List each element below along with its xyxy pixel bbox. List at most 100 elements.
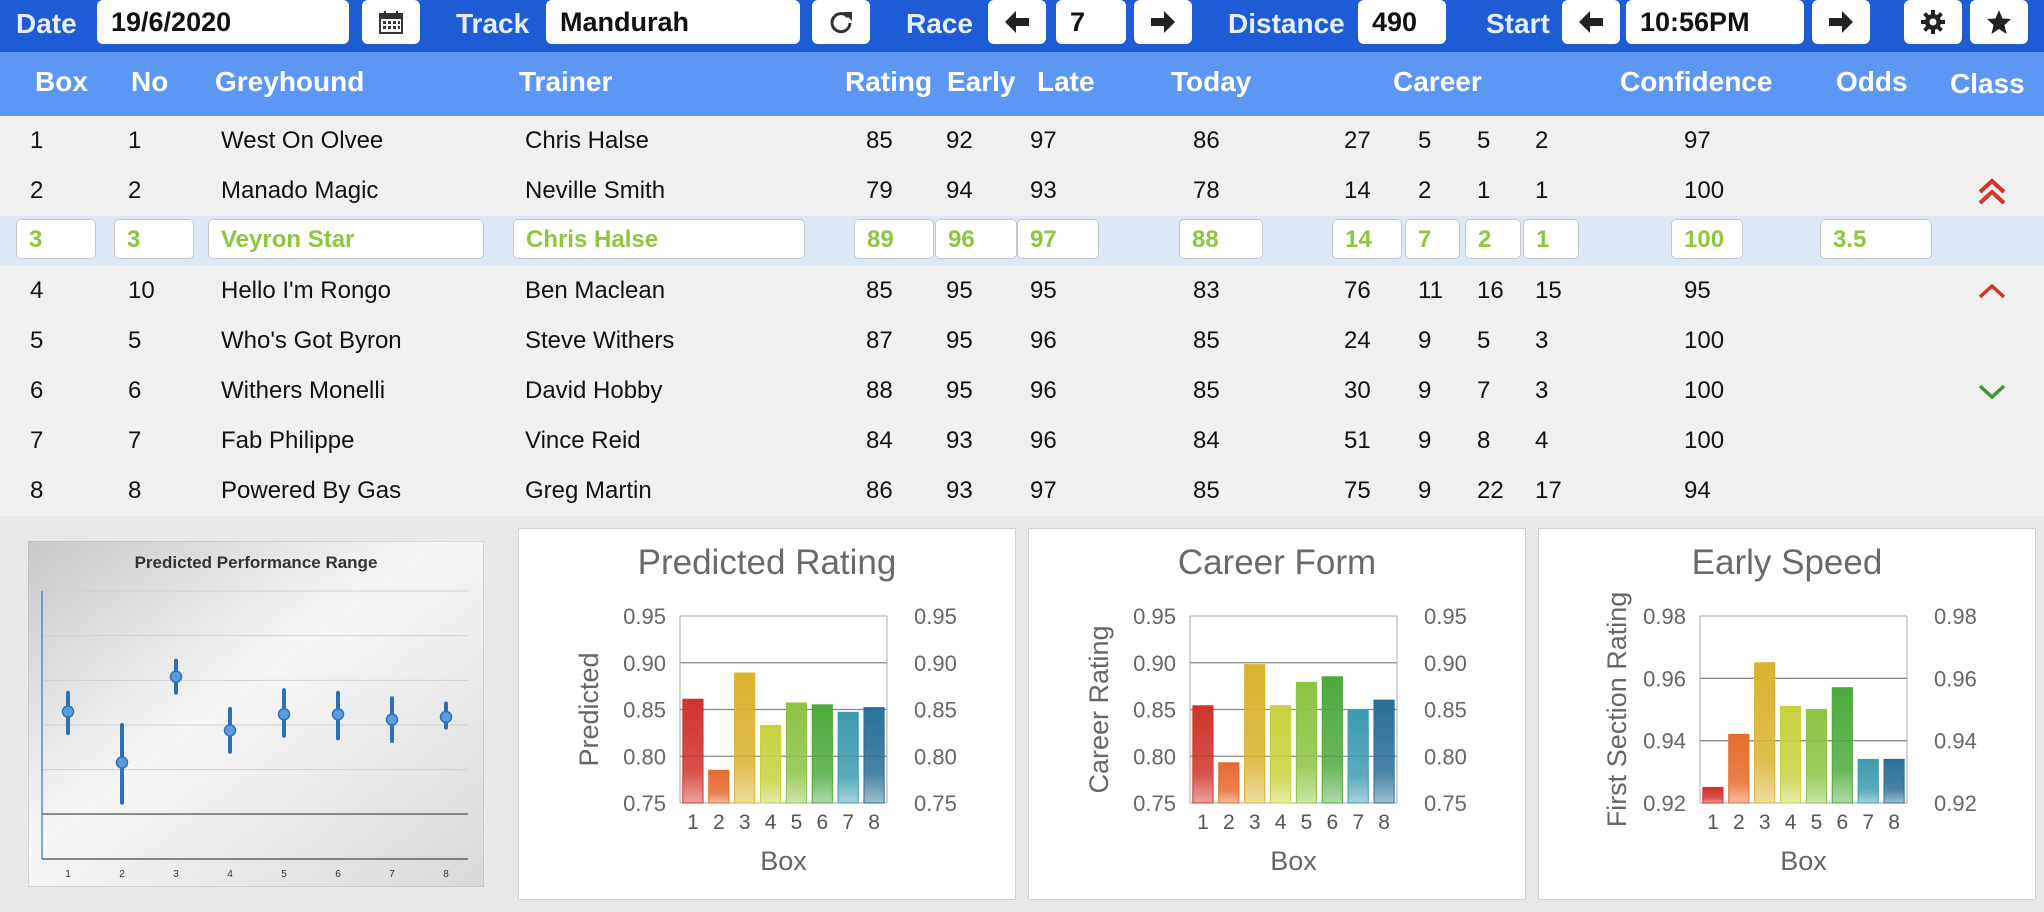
table-row[interactable]: 7 7 Fab Philippe Vince Reid 84 93 96 84 51 9 8 4 100 <box>0 416 2044 466</box>
header-box[interactable]: Box <box>35 66 88 97</box>
bar <box>1321 676 1343 804</box>
cell-greyhound: West On Olvee <box>221 127 384 154</box>
start-next-button[interactable] <box>1812 0 1870 44</box>
cell-rating[interactable]: 89 <box>854 219 934 259</box>
cell-trainer: Steve Withers <box>525 327 675 354</box>
star-icon <box>1987 10 2011 34</box>
calendar-button[interactable] <box>362 0 420 44</box>
header-late[interactable]: Late <box>1037 66 1095 97</box>
x-tick-label: 6 <box>816 811 828 834</box>
header-career[interactable]: Career <box>1393 66 1482 97</box>
cell-late[interactable]: 97 <box>1017 219 1099 259</box>
header-early[interactable]: Early <box>947 66 1016 97</box>
x-tick-label: 4 <box>1785 811 1797 834</box>
table-row[interactable]: 4 10 Hello I'm Rongo Ben Maclean 85 95 95 83 76 1… <box>0 266 2044 316</box>
bar <box>1269 705 1292 804</box>
cell-greyhound: Fab Philippe <box>221 427 355 454</box>
cell-number: 10 <box>128 277 155 304</box>
cell-box: 6 <box>30 377 44 404</box>
cell-career-seconds: 5 <box>1477 327 1491 354</box>
cell-career-seconds[interactable]: 2 <box>1465 219 1521 259</box>
race-next-button[interactable] <box>1134 0 1192 44</box>
header-greyhound[interactable]: Greyhound <box>215 66 365 97</box>
cell-career-starts[interactable]: 14 <box>1332 219 1402 259</box>
x-tick-label: 6 <box>335 869 341 880</box>
table-row[interactable]: 3 3 Veyron Star Chris Halse 89 96 97 88 14 7 2 1 100… <box>0 216 2044 266</box>
table-row[interactable]: 2 2 Manado Magic Neville Smith 79 94 93 78 14 2 1 1… <box>0 166 2044 216</box>
cell-career-thirds[interactable]: 1 <box>1523 219 1579 259</box>
cell-career-thirds: 4 <box>1535 427 1549 454</box>
cell-greyhound: Hello I'm Rongo <box>221 277 391 304</box>
cell-career-starts: 51 <box>1344 427 1371 454</box>
cell-early: 94 <box>946 177 973 204</box>
y-axis-label: Predicted <box>574 652 604 766</box>
early-speed-chart: 0.98 0.98 0.96 0.96 0.94 0.94 0.92 0.92 1 2 3 4 5 6 7 8… <box>1602 592 1977 876</box>
x-tick-label: 7 <box>389 869 395 880</box>
refresh-button[interactable] <box>812 0 870 44</box>
start-prev-button[interactable] <box>1562 0 1620 44</box>
cell-rating: 85 <box>866 277 893 304</box>
race-field[interactable]: 7 <box>1056 0 1126 44</box>
cell-trainer: Neville Smith <box>525 177 666 204</box>
cell-career-starts: 24 <box>1344 327 1371 354</box>
bar <box>1373 699 1395 804</box>
y-tick-label: 0.75 <box>1133 791 1176 816</box>
cell-today[interactable]: 88 <box>1179 219 1263 259</box>
favorite-button[interactable] <box>1970 0 2028 44</box>
header-no[interactable]: No <box>131 66 169 97</box>
header-rating[interactable]: Rating <box>845 66 933 97</box>
cell-number[interactable]: 3 <box>114 219 194 259</box>
header-trainer[interactable]: Trainer <box>519 66 613 97</box>
table-row[interactable]: 8 8 Powered By Gas Greg Martin 86 93 97 85 75 9 22… <box>0 466 2044 516</box>
chart-title: Predicted Performance Range <box>135 553 378 572</box>
cell-greyhound[interactable]: Veyron Star <box>208 219 484 259</box>
cell-early: 95 <box>946 377 973 404</box>
y-tick-label: 0.90 <box>1133 651 1176 676</box>
x-tick-label: 4 <box>227 869 233 880</box>
cell-box[interactable]: 3 <box>16 219 96 259</box>
cell-early[interactable]: 96 <box>935 219 1017 259</box>
track-label: Track <box>456 8 530 39</box>
table-row[interactable]: 1 1 West On Olvee Chris Halse 85 92 97 86 27 5 5 2 9… <box>0 116 2044 166</box>
cell-early: 93 <box>946 427 973 454</box>
cell-confidence[interactable]: 100 <box>1671 219 1743 259</box>
cell-box: 2 <box>30 177 44 204</box>
race-prev-button[interactable] <box>988 0 1046 44</box>
arrow-right-icon <box>1829 11 1853 33</box>
x-tick-label: 8 <box>443 869 449 880</box>
y2-tick-label: 0.75 <box>914 791 957 816</box>
cell-box: 8 <box>30 477 44 504</box>
start-time-field[interactable]: 10:56PM <box>1626 0 1804 44</box>
table-row[interactable]: 6 6 Withers Monelli David Hobby 88 95 96 85 30 9 7… <box>0 366 2044 416</box>
x-tick-label: 4 <box>765 811 777 834</box>
cell-career-wins: 11 <box>1418 277 1443 304</box>
header-today[interactable]: Today <box>1171 66 1252 97</box>
settings-button[interactable] <box>1904 0 1962 44</box>
cell-trainer[interactable]: Chris Halse <box>513 219 805 259</box>
cell-career-seconds: 5 <box>1477 127 1491 154</box>
cell-odds[interactable]: 3.5 <box>1820 219 1932 259</box>
cell-career-wins[interactable]: 7 <box>1405 219 1460 259</box>
cell-number: 8 <box>128 477 142 504</box>
data-point <box>169 670 183 684</box>
cell-career-wins: 9 <box>1418 327 1432 354</box>
date-field[interactable]: 19/6/2020 <box>97 0 349 44</box>
runners-table: 1 1 West On Olvee Chris Halse 85 92 97 86 27 5 5 2 9… <box>0 116 2044 516</box>
cell-late: 97 <box>1030 477 1057 504</box>
early-speed-panel: Early Speed 0.98 0.98 0.96 0.96 0.94 0.94 0.92… <box>1538 528 2036 900</box>
cell-career-wins: 2 <box>1418 177 1432 204</box>
header-confidence[interactable]: Confidence <box>1620 66 1773 97</box>
table-row[interactable]: 5 5 Who's Got Byron Steve Withers 87 95 96 85 24… <box>0 316 2044 366</box>
x-tick-label: 3 <box>173 869 179 880</box>
header-class[interactable]: Class <box>1950 68 2025 99</box>
y-tick-label: 0.85 <box>1133 698 1176 723</box>
header-odds[interactable]: Odds <box>1836 66 1908 97</box>
x-tick-label: 5 <box>1811 811 1823 834</box>
performance-range-chart-svg: Predicted Performance Range 1 2 3 4 5 6 7 8 <box>27 540 485 888</box>
bar <box>785 702 808 804</box>
distance-field[interactable]: 490 <box>1358 0 1446 44</box>
cell-today: 83 <box>1193 277 1220 304</box>
cell-confidence: 97 <box>1684 127 1711 154</box>
track-field[interactable]: Mandurah <box>546 0 800 44</box>
y-tick-label: 0.95 <box>1133 604 1176 629</box>
